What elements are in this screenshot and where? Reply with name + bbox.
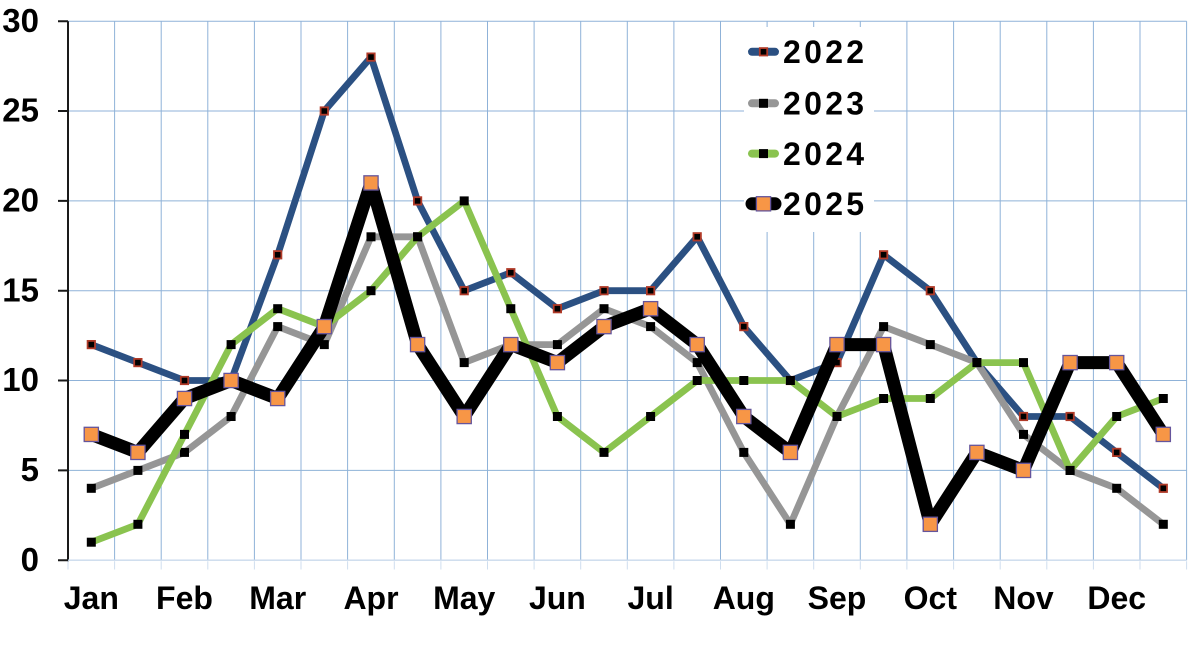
svg-text:0: 0 [21,541,39,578]
svg-text:25: 25 [2,92,39,129]
svg-text:May: May [433,580,495,616]
svg-text:5: 5 [21,451,39,488]
svg-text:Nov: Nov [993,580,1054,616]
svg-text:Sep: Sep [808,580,867,616]
svg-text:2022: 2022 [783,34,867,70]
svg-text:2024: 2024 [783,136,867,172]
svg-text:Feb: Feb [156,580,213,616]
svg-text:Apr: Apr [343,580,398,616]
svg-text:Jul: Jul [627,580,673,616]
svg-text:2025: 2025 [783,186,867,222]
svg-text:Dec: Dec [1087,580,1146,616]
svg-text:20: 20 [2,182,39,219]
svg-text:30: 30 [2,2,39,39]
svg-text:10: 10 [2,361,39,398]
svg-text:Jan: Jan [64,580,119,616]
svg-text:Aug: Aug [713,580,775,616]
svg-text:2023: 2023 [783,86,867,122]
svg-text:Jun: Jun [529,580,586,616]
svg-text:Oct: Oct [904,580,958,616]
svg-text:15: 15 [2,271,39,308]
svg-text:Mar: Mar [249,580,306,616]
